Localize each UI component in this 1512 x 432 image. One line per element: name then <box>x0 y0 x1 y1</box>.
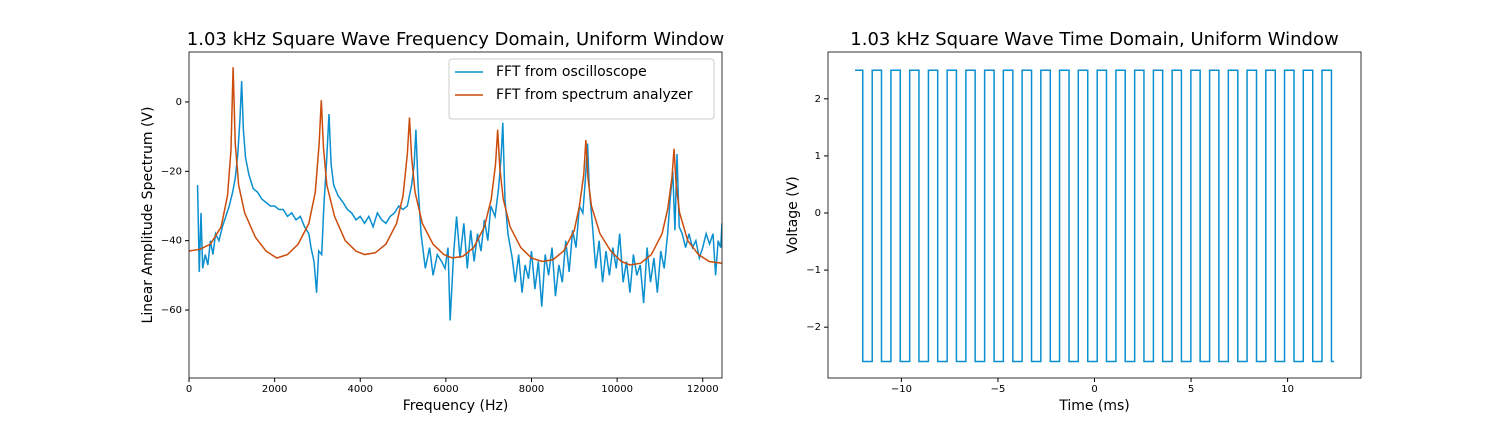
x-tick-label: 6000 <box>433 384 458 395</box>
y-tick-label: 0 <box>815 208 821 219</box>
x-tick-label: 0 <box>186 384 192 395</box>
x-tick-label: 4000 <box>348 384 373 395</box>
x-tick-label: 12000 <box>687 384 719 395</box>
y-axis-label: Linear Amplitude Spectrum (V) <box>140 107 156 324</box>
x-tick-label: 8000 <box>519 384 544 395</box>
y-tick-label: −2 <box>806 322 821 333</box>
x-tick-label: 2000 <box>262 384 287 395</box>
plot-frame <box>188 51 723 379</box>
y-tick-label: 2 <box>815 94 821 105</box>
x-tick-label: 0 <box>1091 384 1097 395</box>
data-line <box>189 67 722 266</box>
x-tick-label: 10000 <box>601 384 633 395</box>
x-tick-label: −10 <box>891 384 912 395</box>
x-tick-label: 10 <box>1281 384 1294 395</box>
legend-label: FFT from spectrum analyzer <box>496 87 693 103</box>
chart-title: 1.03 kHz Square Wave Frequency Domain, U… <box>187 29 724 50</box>
x-axis-label: Time (ms) <box>1058 398 1130 414</box>
data-line <box>855 69 1334 363</box>
y-tick-label: −60 <box>161 305 182 316</box>
legend-label: FFT from oscilloscope <box>496 64 647 80</box>
legend-box <box>448 58 715 120</box>
y-tick-label: −40 <box>161 236 182 247</box>
data-line <box>196 81 722 321</box>
y-tick-label: 0 <box>176 97 182 108</box>
x-axis-label: Frequency (Hz) <box>403 398 509 414</box>
x-tick-label: 5 <box>1188 384 1194 395</box>
chart-title: 1.03 kHz Square Wave Time Domain, Unifor… <box>850 29 1338 50</box>
y-tick-label: −1 <box>806 265 821 276</box>
y-axis-label: Voltage (V) <box>785 176 801 253</box>
x-tick-label: −5 <box>991 384 1006 395</box>
y-tick-label: 1 <box>815 151 821 162</box>
plot-frame <box>827 51 1362 379</box>
y-tick-label: −20 <box>161 166 182 177</box>
